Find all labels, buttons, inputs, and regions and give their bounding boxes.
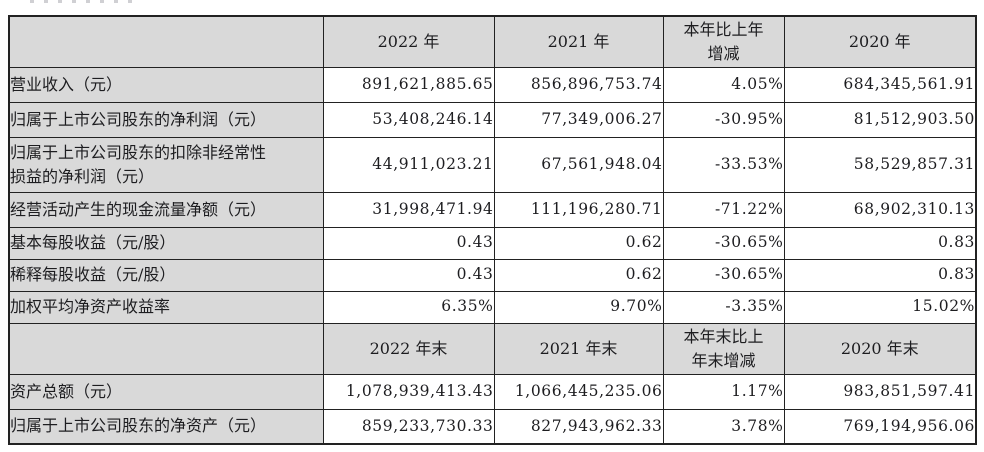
table-header-row-year-end: 2022 年末 2021 年末 本年末比上 年末增减 2020 年末 <box>8 322 977 375</box>
value-change: -3.35% <box>662 290 785 324</box>
value-change: -30.95% <box>662 101 785 138</box>
table-row-operating-cash-flow: 经营活动产生的现金流量净额（元） 31,998,471.94 111,196,2… <box>8 191 977 228</box>
value-change: -30.65% <box>662 226 785 260</box>
value-2022: 1,078,939,413.43 <box>322 373 495 410</box>
cropped-text-artifact <box>30 0 140 3</box>
metric-label: 加权平均净资产收益率 <box>8 290 324 324</box>
year-end-header-2020: 2020 年末 <box>783 322 977 375</box>
corner-cell <box>8 15 324 68</box>
value-2022: 53,408,246.14 <box>322 101 495 138</box>
value-2022: 0.43 <box>322 226 495 260</box>
value-2020: 769,194,956.06 <box>783 408 977 445</box>
value-2020: 684,345,561.91 <box>783 66 977 103</box>
metric-label: 营业收入（元） <box>8 66 324 103</box>
value-change: -30.65% <box>662 258 785 292</box>
value-2021: 67,561,948.04 <box>493 136 664 193</box>
table-row-net-profit: 归属于上市公司股东的净利润（元） 53,408,246.14 77,349,00… <box>8 101 977 138</box>
metric-label: 稀释每股收益（元/股） <box>8 258 324 292</box>
year-end-header-2021: 2021 年末 <box>493 322 664 375</box>
value-2021: 827,943,962.33 <box>493 408 664 445</box>
corner-cell <box>8 322 324 375</box>
table-row-diluted-eps: 稀释每股收益（元/股） 0.43 0.62 -30.65% 0.83 <box>8 258 977 292</box>
table-header-row-annual: 2022 年 2021 年 本年比上年 增减 2020 年 <box>8 15 977 68</box>
value-2020: 58,529,857.31 <box>783 136 977 193</box>
year-end-change-header: 本年末比上 年末增减 <box>662 322 785 375</box>
value-change: -71.22% <box>662 191 785 228</box>
key-financials-table: 2022 年 2021 年 本年比上年 增减 2020 年 营业收入（元） 89… <box>8 15 977 445</box>
value-2020: 983,851,597.41 <box>783 373 977 410</box>
metric-label: 归属于上市公司股东的净资产（元） <box>8 408 324 445</box>
year-end-header-2022: 2022 年末 <box>322 322 495 375</box>
value-2021: 856,896,753.74 <box>493 66 664 103</box>
value-2021: 9.70% <box>493 290 664 324</box>
table-row-net-assets: 归属于上市公司股东的净资产（元） 859,233,730.33 827,943,… <box>8 408 977 445</box>
metric-label: 归属于上市公司股东的净利润（元） <box>8 101 324 138</box>
value-2021: 0.62 <box>493 226 664 260</box>
table-row-revenue: 营业收入（元） 891,621,885.65 856,896,753.74 4.… <box>8 66 977 103</box>
value-2020: 15.02% <box>783 290 977 324</box>
table-row-basic-eps: 基本每股收益（元/股） 0.43 0.62 -30.65% 0.83 <box>8 226 977 260</box>
value-2022: 31,998,471.94 <box>322 191 495 228</box>
value-2022: 859,233,730.33 <box>322 408 495 445</box>
yoy-change-header: 本年比上年 增减 <box>662 15 785 68</box>
value-2021: 77,349,006.27 <box>493 101 664 138</box>
value-2021: 1,066,445,235.06 <box>493 373 664 410</box>
metric-label: 归属于上市公司股东的扣除非经常性 损益的净利润（元） <box>8 136 324 193</box>
year-header-2021: 2021 年 <box>493 15 664 68</box>
value-change: 4.05% <box>662 66 785 103</box>
value-change: -33.53% <box>662 136 785 193</box>
value-2020: 68,902,310.13 <box>783 191 977 228</box>
value-2022: 0.43 <box>322 258 495 292</box>
table-row-net-profit-deducted: 归属于上市公司股东的扣除非经常性 损益的净利润（元） 44,911,023.21… <box>8 136 977 193</box>
year-header-2022: 2022 年 <box>322 15 495 68</box>
table-row-weighted-avg-roe: 加权平均净资产收益率 6.35% 9.70% -3.35% 15.02% <box>8 290 977 324</box>
value-change: 1.17% <box>662 373 785 410</box>
value-2021: 0.62 <box>493 258 664 292</box>
metric-label: 基本每股收益（元/股） <box>8 226 324 260</box>
value-2022: 44,911,023.21 <box>322 136 495 193</box>
value-2021: 111,196,280.71 <box>493 191 664 228</box>
metric-label: 资产总额（元） <box>8 373 324 410</box>
value-2020: 0.83 <box>783 258 977 292</box>
table-row-total-assets: 资产总额（元） 1,078,939,413.43 1,066,445,235.0… <box>8 373 977 410</box>
value-change: 3.78% <box>662 408 785 445</box>
metric-label: 经营活动产生的现金流量净额（元） <box>8 191 324 228</box>
value-2020: 0.83 <box>783 226 977 260</box>
value-2020: 81,512,903.50 <box>783 101 977 138</box>
year-header-2020: 2020 年 <box>783 15 977 68</box>
value-2022: 6.35% <box>322 290 495 324</box>
value-2022: 891,621,885.65 <box>322 66 495 103</box>
